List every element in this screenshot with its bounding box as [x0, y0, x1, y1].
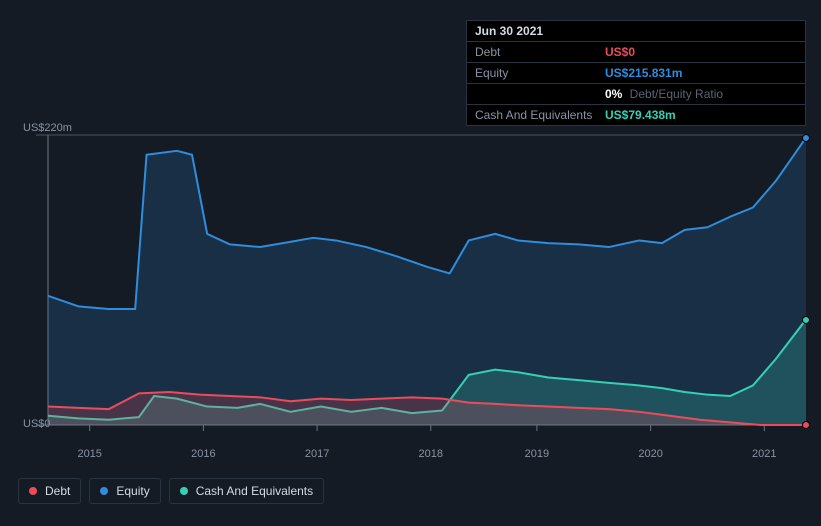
x-axis-label: 2016 [191, 448, 215, 460]
series-marker [802, 134, 810, 142]
legend-dot-icon [100, 487, 108, 495]
tooltip-value: US$215.831m [605, 66, 682, 80]
tooltip-row: DebtUS$0 [467, 42, 805, 63]
legend: Debt Equity Cash And Equivalents [18, 478, 324, 504]
legend-dot-icon [29, 487, 37, 495]
tooltip-value: US$0 [605, 45, 635, 59]
tooltip-value: 0% Debt/Equity Ratio [605, 87, 723, 101]
tooltip-label: Equity [475, 66, 605, 80]
series-marker [802, 421, 810, 429]
x-axis-label: 2021 [752, 448, 776, 460]
x-axis-label: 2019 [525, 448, 549, 460]
chart-area[interactable] [18, 120, 806, 470]
chart-svg [18, 120, 806, 450]
legend-label: Equity [116, 484, 149, 498]
x-axis-label: 2015 [77, 448, 101, 460]
series-marker [802, 316, 810, 324]
x-axis-label: 2017 [305, 448, 329, 460]
chart-tooltip: Jun 30 2021 DebtUS$0EquityUS$215.831m0% … [466, 20, 806, 126]
legend-label: Debt [45, 484, 70, 498]
legend-item[interactable]: Debt [18, 478, 81, 504]
tooltip-label [475, 87, 605, 101]
tooltip-date: Jun 30 2021 [475, 24, 543, 38]
legend-label: Cash And Equivalents [196, 484, 313, 498]
x-axis-label: 2020 [638, 448, 662, 460]
tooltip-date-row: Jun 30 2021 [467, 21, 805, 42]
legend-item[interactable]: Equity [89, 478, 160, 504]
legend-item[interactable]: Cash And Equivalents [169, 478, 324, 504]
tooltip-row: 0% Debt/Equity Ratio [467, 84, 805, 105]
tooltip-subtext: Debt/Equity Ratio [626, 87, 723, 101]
x-axis-label: 2018 [419, 448, 443, 460]
tooltip-label: Debt [475, 45, 605, 59]
legend-dot-icon [180, 487, 188, 495]
tooltip-row: EquityUS$215.831m [467, 63, 805, 84]
